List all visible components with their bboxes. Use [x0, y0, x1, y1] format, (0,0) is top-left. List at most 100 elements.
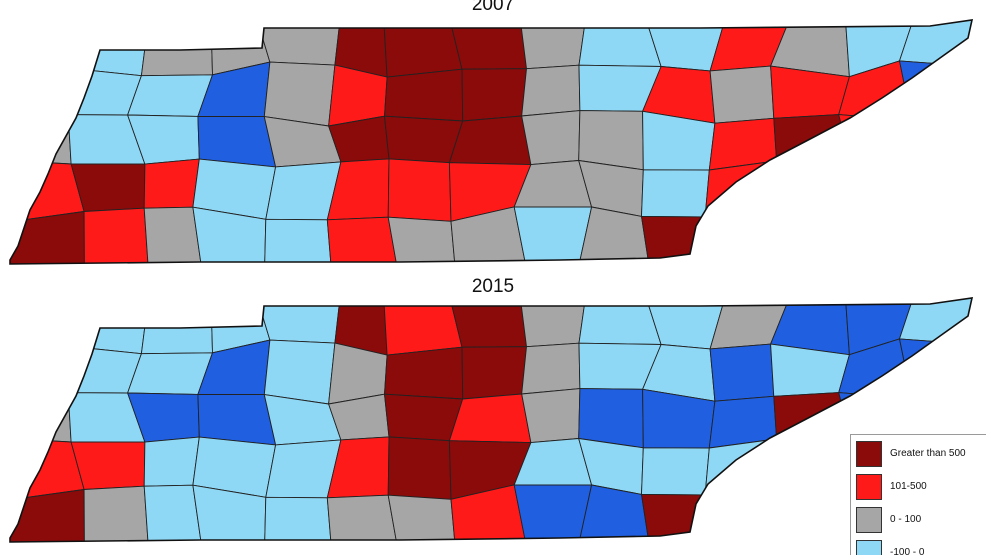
county-region: [197, 115, 277, 168]
county-region: [641, 169, 710, 218]
legend-item-greater-than-500: Greater than 500: [856, 441, 986, 467]
county-region: [578, 388, 644, 449]
county-region: [910, 167, 972, 221]
legend-swatch-101-500: [856, 474, 882, 500]
county-region: [326, 494, 397, 542]
county-region: [578, 484, 650, 542]
county-region: [448, 393, 532, 444]
county-region: [709, 343, 775, 402]
county-region: [197, 393, 277, 446]
county-region: [834, 219, 919, 264]
county-region: [256, 20, 341, 66]
county-region: [83, 485, 149, 542]
county-region: [899, 338, 972, 399]
choropleth-map-2007: [9, 19, 974, 265]
legend-label-101-500: 101-500: [890, 481, 927, 492]
county-region: [140, 298, 213, 355]
county-region: [461, 68, 527, 122]
county-region: [387, 216, 456, 264]
county-region: [192, 484, 267, 542]
county-region: [776, 438, 853, 503]
county-region: [578, 206, 650, 264]
county-region: [773, 114, 853, 165]
county-region: [387, 436, 452, 500]
county-region: [143, 436, 200, 487]
county-region: [387, 494, 456, 542]
county-region: [384, 346, 464, 400]
county-region: [838, 114, 913, 172]
county-region: [70, 441, 146, 490]
county-region: [578, 298, 662, 345]
county-region: [10, 20, 80, 77]
county-regions: [10, 20, 972, 264]
county-region: [704, 160, 784, 218]
county-region: [143, 158, 200, 209]
county-region: [450, 484, 526, 542]
legend-swatch-0-100: [856, 507, 882, 533]
county-region: [908, 215, 972, 264]
county-region: [263, 339, 336, 405]
county-region: [771, 488, 837, 542]
county-region: [521, 64, 581, 117]
county-region: [578, 110, 644, 171]
county-region: [704, 488, 784, 542]
county-region: [521, 388, 581, 444]
legend-label-neg100-0: -100 - 0: [890, 547, 925, 555]
county-region: [143, 484, 202, 542]
legend-swatch-greater-than-500: [856, 441, 882, 467]
map-legend: Greater than 500 101-500 0 - 100 -100 - …: [850, 434, 986, 555]
county-region: [771, 210, 837, 264]
county-region: [776, 160, 853, 225]
state-outline: [9, 19, 974, 265]
county-region: [264, 496, 332, 542]
county-region: [140, 20, 213, 77]
county-region: [70, 163, 146, 212]
county-region: [384, 393, 464, 442]
county-region: [192, 206, 267, 264]
legend-swatch-neg100-0: [856, 540, 882, 555]
county-region: [10, 114, 72, 165]
county-region: [899, 60, 972, 121]
map-title-2015: 2015: [471, 276, 515, 297]
county-region: [256, 298, 341, 344]
county-region: [143, 206, 202, 264]
county-region: [641, 215, 722, 264]
county-region: [513, 206, 593, 264]
county-region: [773, 392, 853, 443]
county-region: [641, 493, 722, 542]
county-region: [72, 20, 149, 77]
county-region: [513, 484, 593, 542]
county-region: [72, 298, 149, 355]
county-region: [461, 346, 527, 400]
county-region: [450, 206, 526, 264]
county-region: [834, 163, 919, 225]
county-region: [83, 207, 149, 264]
county-region: [10, 211, 85, 264]
county-region: [521, 342, 581, 395]
county-region: [326, 216, 397, 264]
county-region: [10, 392, 72, 443]
legend-label-greater-than-500: Greater than 500: [890, 448, 966, 459]
county-regions: [10, 298, 972, 542]
map-title-2007: 2007: [471, 0, 515, 15]
county-region: [641, 447, 710, 496]
legend-item-0-100: 0 - 100: [856, 507, 986, 533]
state-outline: [9, 297, 974, 543]
county-region: [910, 113, 972, 172]
county-region: [387, 158, 452, 222]
county-region: [10, 489, 85, 542]
county-region: [521, 110, 581, 166]
county-region: [384, 115, 464, 164]
county-region: [263, 61, 336, 127]
county-region: [10, 346, 74, 398]
county-region: [704, 438, 784, 496]
legend-item-neg100-0: -100 - 0: [856, 540, 986, 555]
county-region: [578, 20, 662, 67]
county-region: [10, 298, 80, 355]
county-region: [10, 68, 74, 120]
legend-label-0-100: 0 - 100: [890, 514, 922, 525]
choropleth-map-2015: [9, 297, 974, 543]
county-region: [704, 210, 784, 264]
legend-item-101-500: 101-500: [856, 474, 986, 500]
county-region: [448, 115, 532, 166]
